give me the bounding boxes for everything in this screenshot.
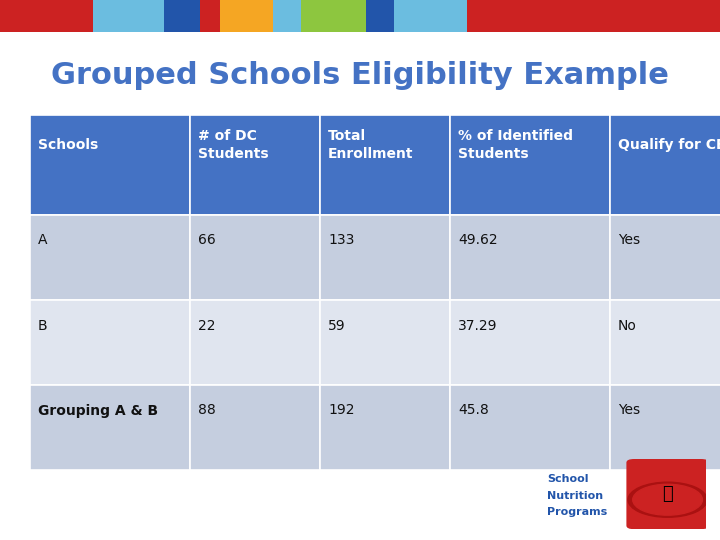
Text: Yes: Yes	[618, 403, 640, 417]
Bar	[467, 0, 720, 32]
Circle shape	[633, 484, 703, 515]
Bar	[610, 215, 720, 300]
Bar	[394, 0, 467, 32]
Text: Qualify for CEO: Qualify for CEO	[618, 138, 720, 152]
Bar	[93, 0, 136, 32]
Text: Grouping A & B: Grouping A & B	[38, 403, 158, 417]
Text: A: A	[38, 233, 48, 247]
Text: B: B	[38, 319, 48, 333]
Bar	[610, 385, 720, 470]
Bar	[320, 385, 450, 470]
Bar	[301, 0, 366, 32]
Text: 192: 192	[328, 403, 354, 417]
Text: 133: 133	[328, 233, 354, 247]
Text: Nutrition: Nutrition	[547, 490, 603, 501]
Text: # of DC
Students: # of DC Students	[198, 129, 269, 161]
Bar	[200, 0, 220, 32]
Bar	[190, 115, 320, 215]
Bar	[190, 215, 320, 300]
Text: 88: 88	[198, 403, 216, 417]
Text: 49.62: 49.62	[458, 233, 498, 247]
Bar	[450, 115, 610, 215]
Bar	[164, 0, 200, 32]
Text: 59: 59	[328, 319, 346, 333]
Text: Yes: Yes	[618, 233, 640, 247]
Bar	[610, 115, 720, 215]
Text: 22: 22	[198, 319, 215, 333]
Bar	[450, 215, 610, 300]
Circle shape	[628, 482, 707, 517]
Text: 66: 66	[198, 233, 216, 247]
Text: 🍎: 🍎	[662, 485, 673, 503]
Text: 45.8: 45.8	[458, 403, 489, 417]
Bar	[610, 300, 720, 385]
Text: Schools: Schools	[38, 138, 98, 152]
Bar	[136, 0, 164, 32]
Bar	[30, 300, 190, 385]
Bar	[190, 385, 320, 470]
Bar	[450, 385, 610, 470]
Text: School: School	[547, 474, 589, 484]
Bar	[273, 0, 301, 32]
Bar	[320, 115, 450, 215]
Bar	[30, 385, 190, 470]
Text: Programs: Programs	[547, 508, 608, 517]
Bar	[450, 300, 610, 385]
Text: % of Identified
Students: % of Identified Students	[458, 129, 573, 161]
Bar	[30, 215, 190, 300]
Bar	[320, 215, 450, 300]
Text: No: No	[618, 319, 637, 333]
Text: Total
Enrollment: Total Enrollment	[328, 129, 413, 161]
Bar	[220, 0, 273, 32]
Bar	[0, 0, 93, 32]
Text: 37.29: 37.29	[458, 319, 498, 333]
Bar	[30, 115, 190, 215]
Bar	[190, 300, 320, 385]
FancyBboxPatch shape	[626, 459, 708, 529]
Bar	[366, 0, 394, 32]
Text: Grouped Schools Eligibility Example: Grouped Schools Eligibility Example	[51, 60, 669, 90]
Bar	[320, 300, 450, 385]
